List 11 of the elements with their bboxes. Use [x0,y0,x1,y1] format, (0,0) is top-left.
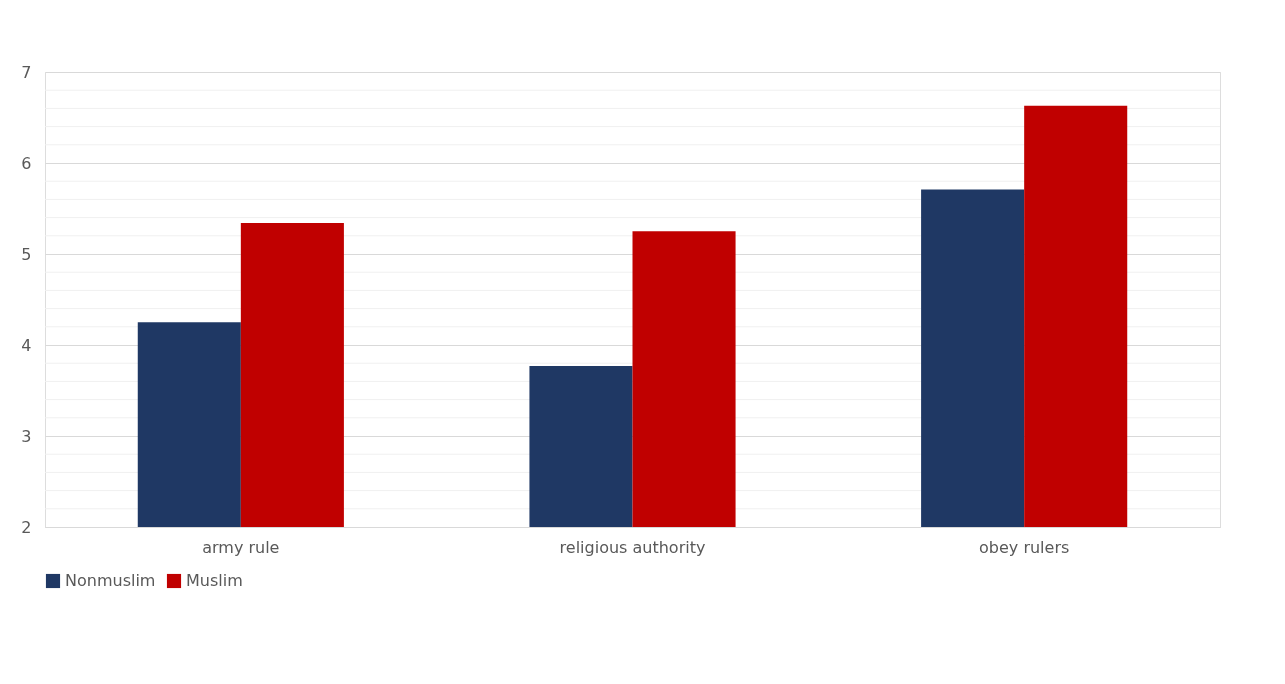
x-tick-label: obey rulers [979,537,1070,557]
y-tick-label: 3 [21,426,32,446]
y-tick-label: 4 [21,335,32,355]
legend-label: Nonmuslim [65,571,156,590]
x-tick-label: army rule [202,537,280,557]
x-tick-label: religious authority [559,537,706,557]
y-tick-label: 5 [21,244,32,264]
legend-label: Muslim [186,571,243,590]
y-tick-label: 6 [21,153,32,173]
y-tick-label: 7 [21,62,32,82]
y-tick-label: 2 [21,517,32,537]
